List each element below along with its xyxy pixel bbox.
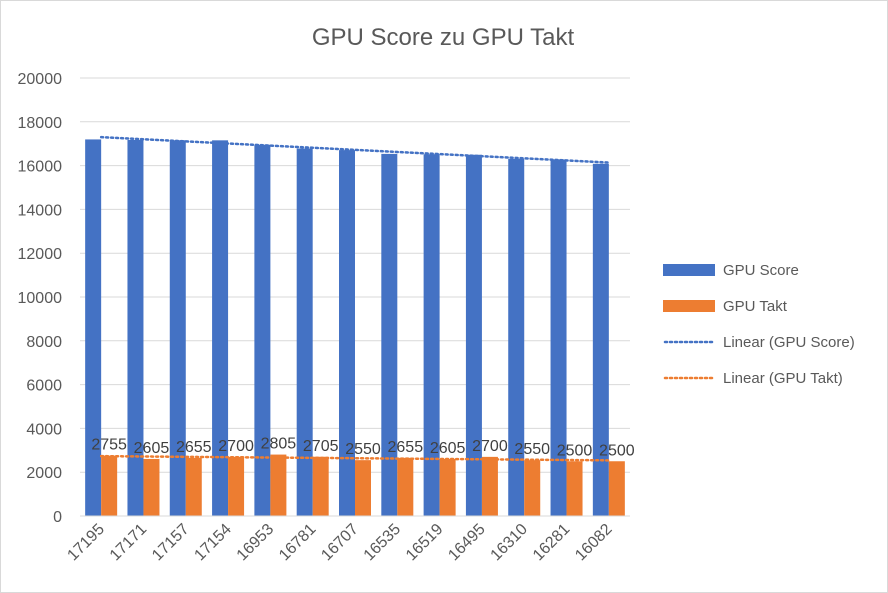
bar-gpu-score [254,144,271,516]
bar-gpu-score [592,163,609,516]
x-tick-label: 16707 [318,521,362,565]
y-tick-label: 12000 [18,246,63,263]
legend-label: GPU Takt [723,298,788,315]
bar-gpu-score [85,139,102,516]
y-tick-label: 2000 [26,465,62,482]
trendline [99,454,611,462]
legend-label: Linear (GPU Score) [723,334,855,351]
y-axis: 0 2000 4000 6000 8000 10000 12000 14000 16000 180… [18,71,63,526]
bar-gpu-score [423,154,440,517]
y-tick-label: 4000 [26,421,62,438]
trendlines [99,135,611,462]
data-label: 2500 [557,442,593,459]
trendline [99,135,611,164]
bar-gpu-takt [524,460,541,516]
y-tick-label: 8000 [26,334,62,351]
bar-gpu-score [550,159,567,516]
bar-gpu-takt [143,458,160,516]
bar-gpu-takt [608,461,625,516]
x-tick-label: 16310 [488,521,532,565]
data-labels: 2755 2605 2655 2700 2805 2705 2550 2655 2605 2700… [91,436,634,460]
bar-gpu-takt [439,458,456,516]
x-tick-label: 17154 [191,521,235,565]
bar-gpu-takt [355,460,371,516]
x-tick-label: 16519 [403,521,447,565]
chart-title: GPU Score zu GPU Takt [312,24,575,51]
x-tick-label: 17195 [64,521,108,565]
data-label: 2605 [430,440,466,457]
y-tick-label: 20000 [18,71,63,88]
bar-gpu-takt [101,455,118,516]
data-label: 2550 [345,441,381,458]
data-label: 2605 [134,440,170,457]
x-tick-label: 16495 [445,521,489,565]
bar-gpu-score [127,139,144,517]
x-tick-label: 16781 [276,521,320,565]
data-label: 2755 [91,437,127,454]
x-tick-label: 17157 [149,521,193,565]
data-label: 2700 [472,438,508,455]
y-tick-label: 6000 [26,378,62,395]
legend-swatch [663,264,715,276]
data-label: 2700 [218,438,254,455]
data-label: 2805 [261,436,297,453]
data-label: 2655 [176,439,212,456]
bar-gpu-score [212,140,229,516]
bar-gpu-score [339,150,355,516]
x-tick-label: 16281 [530,521,574,565]
bar-gpu-takt [270,454,287,516]
legend-swatch [663,300,715,312]
bar-gpu-score [169,140,186,516]
bar-gpu-takt [312,456,329,516]
legend-label: Linear (GPU Takt) [723,370,843,387]
bar-gpu-takt [185,457,202,516]
y-tick-label: 0 [53,509,62,526]
x-tick-label: 17171 [107,521,151,565]
bar-gpu-score [508,158,525,516]
bar-gpu-score [465,154,482,516]
x-tick-label: 16953 [234,521,278,565]
x-axis: 1719517171171571715416953167811670716535… [64,515,630,565]
bar-gpu-takt [228,456,245,516]
x-tick-label: 16535 [361,521,405,565]
bar-gpu-score [296,148,313,516]
x-tick-label: 16082 [572,521,616,565]
data-label: 2550 [514,441,550,458]
y-tick-label: 14000 [18,202,63,219]
data-label: 2705 [303,438,339,455]
y-tick-label: 18000 [18,115,63,132]
data-label: 2500 [599,442,635,459]
y-tick-label: 10000 [18,290,63,307]
legend: GPU Score GPU Takt Linear (GPU Score) Linea… [663,262,855,387]
bar-gpu-takt [566,461,583,516]
bar-gpu-takt [481,456,498,516]
legend-label: GPU Score [723,262,799,279]
y-tick-label: 16000 [18,159,63,176]
bars [85,139,625,517]
bar-gpu-takt [397,457,414,516]
data-label: 2655 [388,439,424,456]
bar-gpu-score [381,153,398,517]
